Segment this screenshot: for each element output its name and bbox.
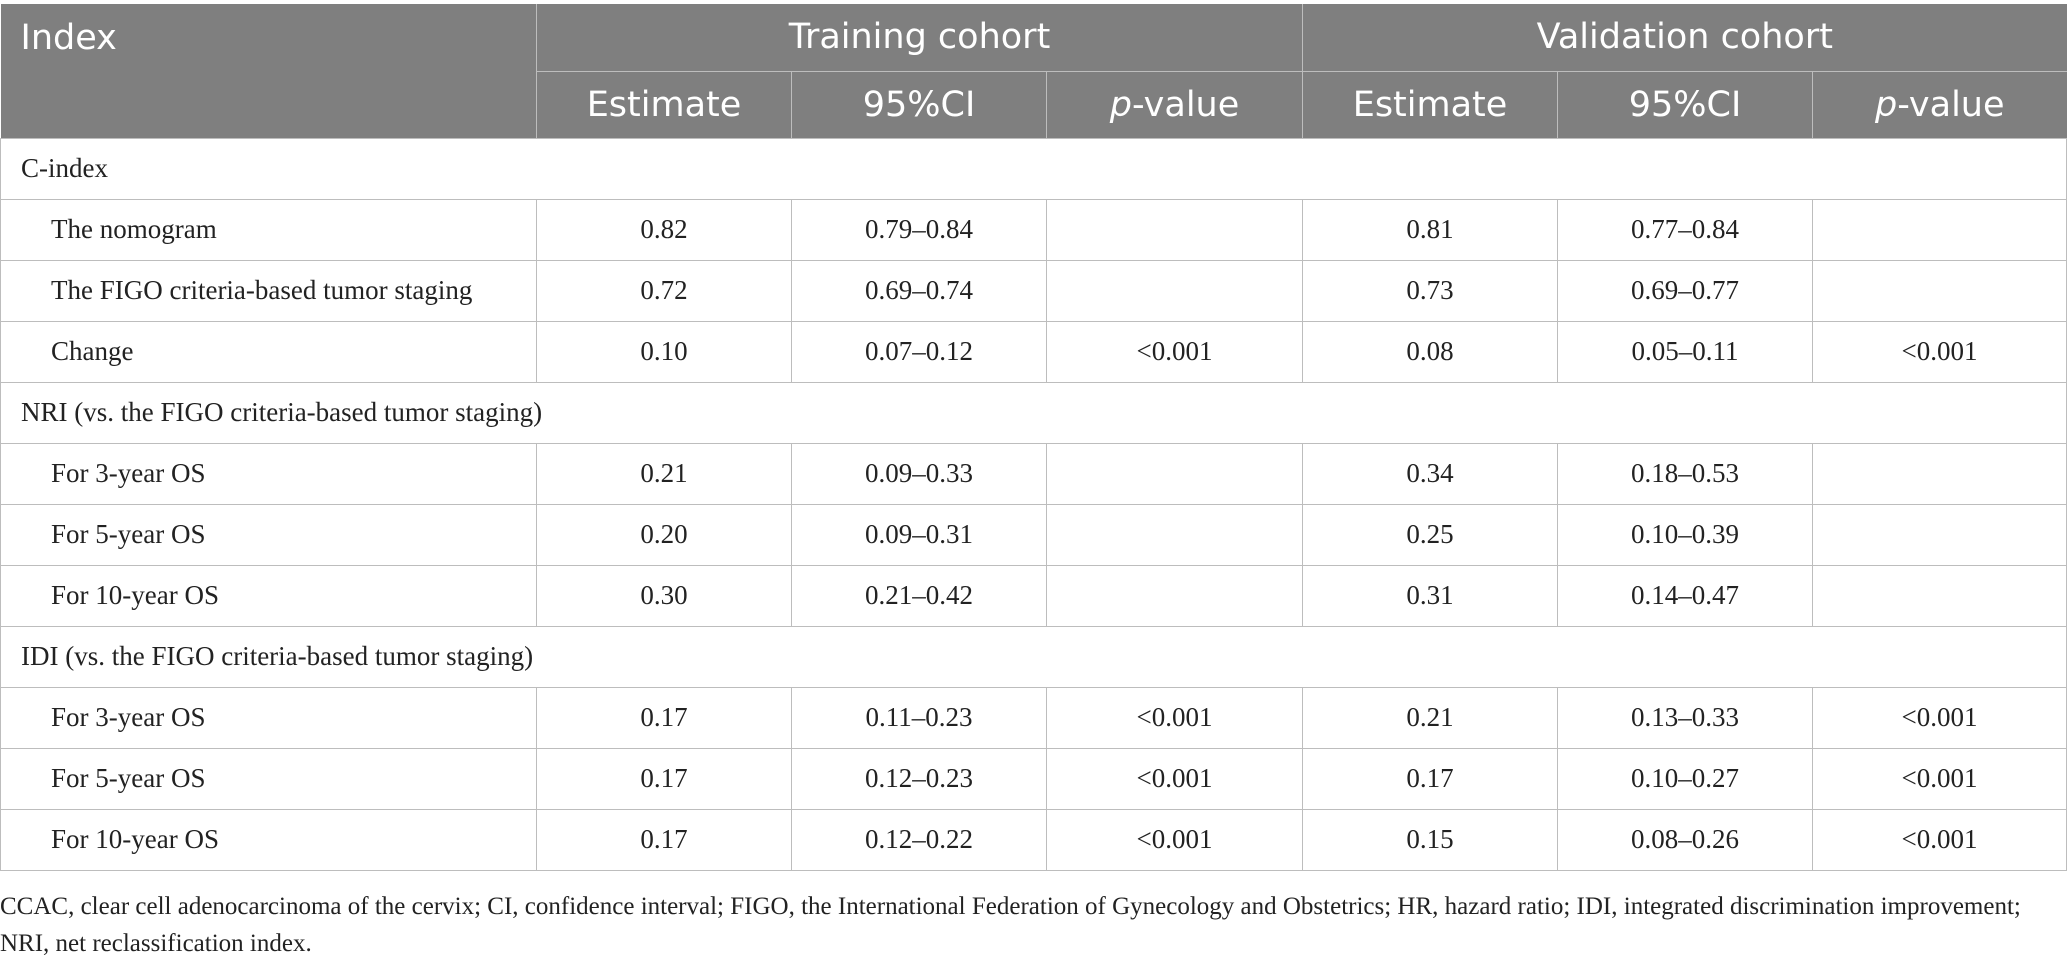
training-ci: 0.09–0.33 — [791, 442, 1047, 505]
training-p-value — [1045, 442, 1304, 505]
validation-p-value — [1812, 259, 2067, 322]
p-suffix: -value — [1131, 84, 1240, 125]
table-row: For 3-year OS 0.21 0.09–0.33 0.34 0.18–0… — [0, 442, 2067, 505]
header-validation-estimate: Estimate — [1302, 71, 1558, 139]
training-ci: 0.12–0.23 — [791, 747, 1047, 810]
table-row: For 5-year OS 0.17 0.12–0.23 <0.001 0.17… — [0, 747, 2067, 810]
table-body: C-index The nomogram 0.82 0.79–0.84 0.81… — [0, 137, 2067, 871]
validation-ci: 0.69–0.77 — [1557, 259, 1814, 322]
header-validation-ci: 95%CI — [1557, 71, 1813, 139]
header-validation-p-value: p-value — [1812, 71, 2067, 139]
training-estimate: 0.17 — [536, 747, 792, 810]
training-estimate: 0.17 — [536, 808, 792, 871]
row-label: Change — [0, 320, 537, 383]
validation-ci: 0.13–0.33 — [1557, 686, 1814, 749]
validation-p-value — [1812, 442, 2067, 505]
validation-p-value — [1812, 503, 2067, 566]
validation-estimate: 0.31 — [1302, 564, 1559, 627]
row-label: For 3-year OS — [0, 442, 537, 505]
validation-estimate: 0.81 — [1302, 198, 1559, 261]
training-estimate: 0.17 — [536, 686, 792, 749]
validation-estimate: 0.21 — [1302, 686, 1559, 749]
p-suffix: -value — [1897, 84, 2005, 125]
table-header: Index Training cohort Validation cohort … — [0, 4, 2067, 139]
section-row: IDI (vs. the FIGO criteria-based tumor s… — [0, 625, 2067, 688]
validation-p-value: <0.001 — [1812, 808, 2067, 871]
header-row-groups: Index Training cohort Validation cohort — [0, 4, 2067, 139]
training-p-value — [1045, 503, 1304, 566]
table-row: For 5-year OS 0.20 0.09–0.31 0.25 0.10–0… — [0, 503, 2067, 566]
section-row: NRI (vs. the FIGO criteria-based tumor s… — [0, 381, 2067, 444]
validation-estimate: 0.15 — [1302, 808, 1559, 871]
header-index: Index — [0, 4, 537, 139]
training-ci: 0.79–0.84 — [791, 198, 1047, 261]
header-training-cohort: Training cohort — [535, 4, 1303, 72]
row-label: The FIGO criteria-based tumor staging — [0, 259, 537, 322]
training-p-value — [1045, 259, 1304, 322]
training-p-value: <0.001 — [1045, 320, 1304, 383]
table-row: The nomogram 0.82 0.79–0.84 0.81 0.77–0.… — [0, 198, 2067, 261]
training-p-value — [1045, 564, 1304, 627]
table-row: The FIGO criteria-based tumor staging 0.… — [0, 259, 2067, 322]
p-italic: p — [1875, 84, 1898, 125]
training-estimate: 0.82 — [536, 198, 792, 261]
validation-estimate: 0.34 — [1302, 442, 1559, 505]
table-row: For 10-year OS 0.30 0.21–0.42 0.31 0.14–… — [0, 564, 2067, 627]
row-label: For 3-year OS — [0, 686, 537, 749]
row-label: For 10-year OS — [0, 564, 537, 627]
row-label: For 5-year OS — [0, 503, 537, 566]
section-label: IDI (vs. the FIGO criteria-based tumor s… — [0, 625, 2067, 688]
training-p-value: <0.001 — [1045, 686, 1304, 749]
validation-p-value: <0.001 — [1812, 747, 2067, 810]
section-label: C-index — [0, 137, 2067, 200]
training-estimate: 0.20 — [536, 503, 792, 566]
header-training-estimate: Estimate — [536, 71, 792, 139]
validation-ci: 0.08–0.26 — [1557, 808, 1814, 871]
training-p-value: <0.001 — [1045, 808, 1304, 871]
header-row-columns: Estimate 95%CI p-value Estimate 95%CI p-… — [1, 71, 2067, 139]
training-p-value — [1045, 198, 1304, 261]
validation-estimate: 0.17 — [1302, 747, 1559, 810]
header-validation-cohort: Validation cohort — [1302, 4, 2067, 72]
validation-p-value — [1812, 198, 2067, 261]
training-ci: 0.09–0.31 — [791, 503, 1047, 566]
results-table-container: Index Training cohort Validation cohort … — [0, 4, 2067, 871]
training-estimate: 0.72 — [536, 259, 792, 322]
validation-ci: 0.10–0.39 — [1557, 503, 1814, 566]
validation-ci: 0.05–0.11 — [1557, 320, 1814, 383]
section-label: NRI (vs. the FIGO criteria-based tumor s… — [0, 381, 2067, 444]
p-italic: p — [1109, 84, 1132, 125]
training-ci: 0.12–0.22 — [791, 808, 1047, 871]
validation-estimate: 0.73 — [1302, 259, 1559, 322]
validation-ci: 0.10–0.27 — [1557, 747, 1814, 810]
row-label: For 10-year OS — [0, 808, 537, 871]
validation-estimate: 0.08 — [1302, 320, 1559, 383]
validation-p-value — [1812, 564, 2067, 627]
section-row: C-index — [0, 137, 2067, 200]
validation-ci: 0.18–0.53 — [1557, 442, 1814, 505]
validation-estimate: 0.25 — [1302, 503, 1559, 566]
training-p-value: <0.001 — [1045, 747, 1304, 810]
table-footnote: CCAC, clear cell adenocarcinoma of the c… — [0, 893, 2021, 957]
training-ci: 0.07–0.12 — [791, 320, 1047, 383]
validation-p-value: <0.001 — [1812, 320, 2067, 383]
validation-ci: 0.14–0.47 — [1557, 564, 1814, 627]
header-training-p-value: p-value — [1045, 71, 1303, 139]
table-row: For 3-year OS 0.17 0.11–0.23 <0.001 0.21… — [0, 686, 2067, 749]
table-row: Change 0.10 0.07–0.12 <0.001 0.08 0.05–0… — [0, 320, 2067, 383]
training-estimate: 0.10 — [536, 320, 792, 383]
validation-ci: 0.77–0.84 — [1557, 198, 1814, 261]
row-label: The nomogram — [0, 198, 537, 261]
validation-p-value: <0.001 — [1812, 686, 2067, 749]
training-estimate: 0.30 — [536, 564, 792, 627]
training-ci: 0.11–0.23 — [791, 686, 1047, 749]
training-ci: 0.21–0.42 — [791, 564, 1047, 627]
training-ci: 0.69–0.74 — [791, 259, 1047, 322]
row-label: For 5-year OS — [0, 747, 537, 810]
training-estimate: 0.21 — [536, 442, 792, 505]
results-table: Index Training cohort Validation cohort … — [0, 4, 2067, 871]
header-training-ci: 95%CI — [791, 71, 1047, 139]
table-row: For 10-year OS 0.17 0.12–0.22 <0.001 0.1… — [0, 808, 2067, 871]
